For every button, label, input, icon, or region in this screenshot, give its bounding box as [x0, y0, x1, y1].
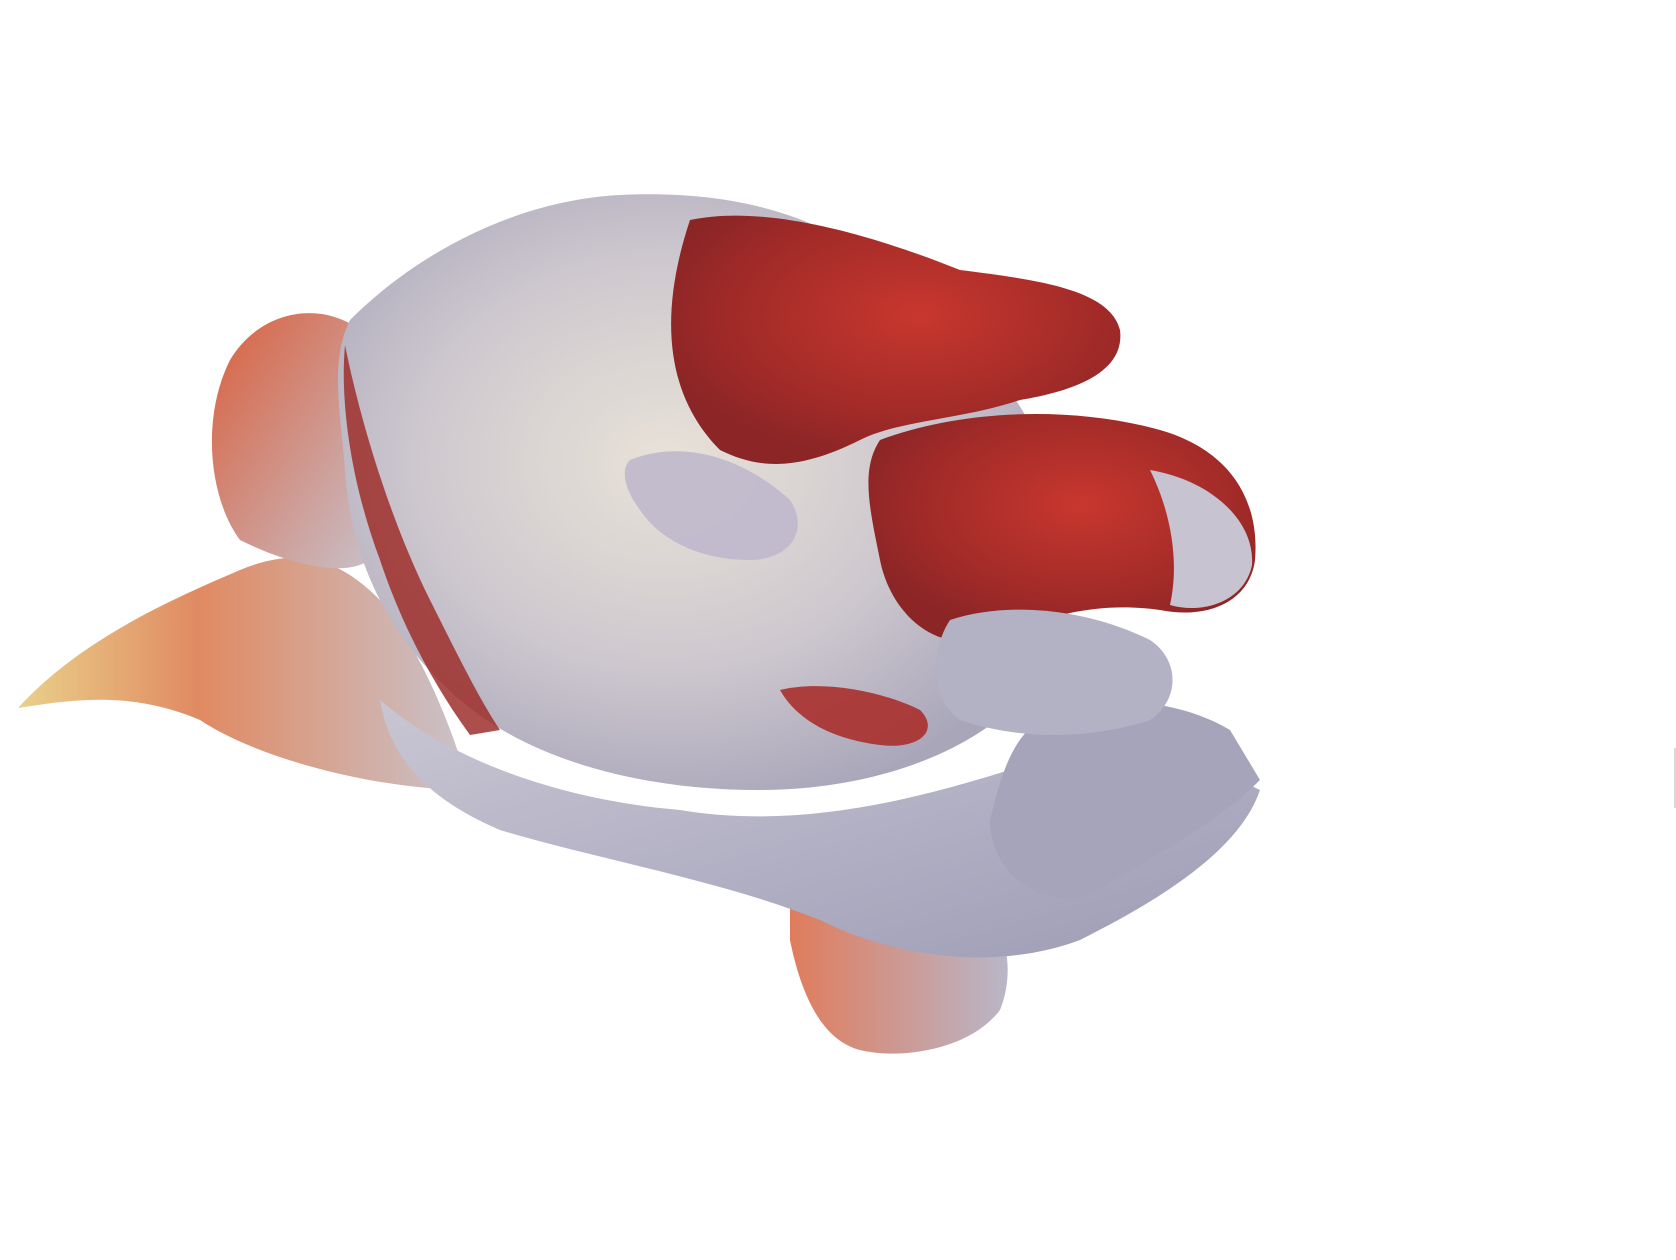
left-horn-lobe: [18, 557, 470, 790]
lower-red-patch: [780, 686, 928, 746]
lower-fold: [936, 609, 1173, 735]
pale-patch: [624, 451, 798, 560]
right-red-lobe: [868, 413, 1256, 642]
red-band: [343, 345, 500, 735]
top-red-lobe: [671, 215, 1121, 464]
right-tip-highlight: [1150, 470, 1253, 609]
viewport-edge-mark: [1674, 748, 1676, 808]
left-back-lobe: [211, 313, 380, 569]
right-pyramid-lobe: [990, 701, 1260, 900]
